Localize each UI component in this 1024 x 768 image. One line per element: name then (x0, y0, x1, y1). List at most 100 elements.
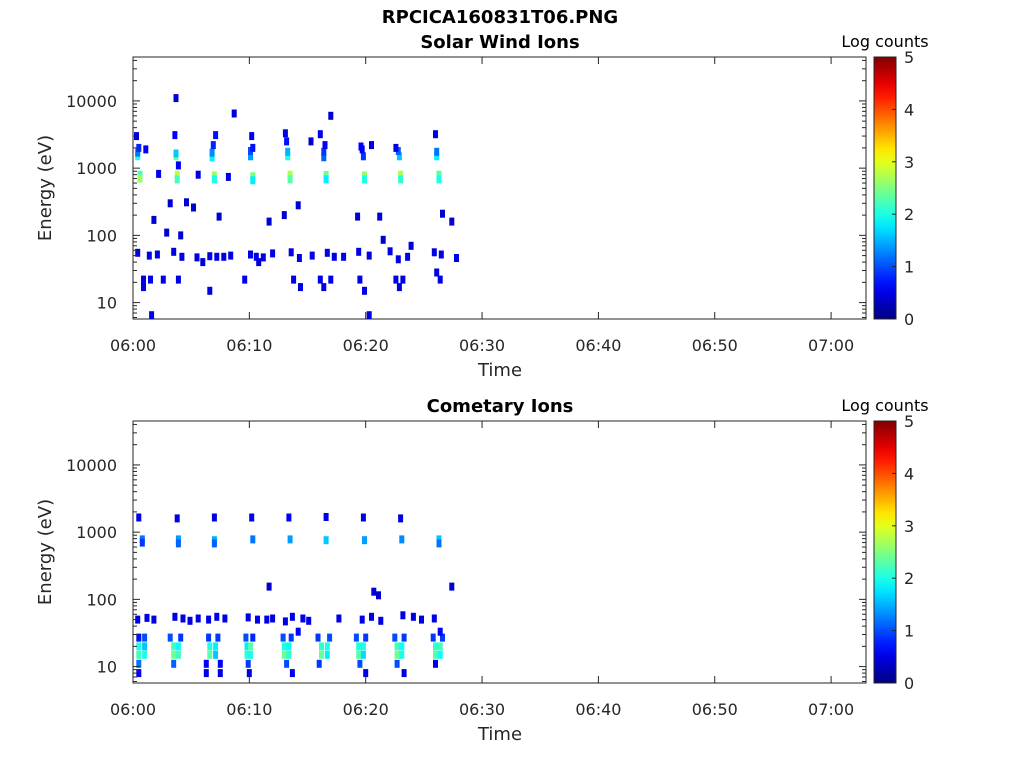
y-tick-label: 10000 (66, 456, 117, 475)
y-tick-label: 100 (86, 590, 117, 609)
spectrogram-cell (207, 286, 213, 295)
spectrogram-cell (175, 539, 181, 548)
spectrogram-cell (248, 250, 253, 259)
x-tick-label: 06:20 (343, 336, 389, 355)
spectrogram-cell (434, 268, 440, 277)
spectrogram-cell (172, 131, 178, 140)
spectrogram-cell (289, 612, 295, 621)
spectrogram-cell (281, 642, 287, 651)
spectrogram-cell (253, 252, 259, 261)
spectrogram-cell (244, 650, 250, 659)
spectrogram-cell (151, 215, 157, 224)
colorbar-tick-label: 1 (904, 258, 914, 277)
spectrogram-cell (207, 642, 213, 651)
spectrogram-cell (324, 642, 330, 651)
spectrogram-cell (244, 642, 250, 651)
spectrogram-cell (362, 536, 367, 545)
spectrogram-cell (287, 175, 293, 184)
spectrogram-cell (264, 615, 270, 624)
spectrogram-cell (282, 617, 288, 626)
colorbar-label: Log counts (841, 32, 928, 51)
spectrogram-cell (148, 275, 153, 284)
spectrogram-cell (206, 615, 212, 624)
spectrogram-cell (433, 650, 438, 659)
x-tick-label: 06:20 (343, 700, 389, 719)
spectrogram-cell (217, 669, 223, 678)
spectrogram-cell (394, 659, 400, 668)
spectrogram-cell (178, 231, 184, 240)
spectrogram-cell (363, 633, 369, 642)
spectrogram-cell (143, 145, 149, 154)
colorbar-tick-label: 3 (904, 153, 914, 172)
x-tick-label: 06:40 (575, 336, 621, 355)
colorbar-tick-label: 4 (904, 100, 914, 119)
spectrogram-cell (395, 255, 401, 264)
spectrogram-cell (360, 513, 366, 522)
spectrogram-cell (171, 659, 177, 668)
spectrogram-cell (284, 137, 290, 146)
spectrogram-cell (255, 615, 260, 624)
panel-title: Cometary Ions (427, 396, 574, 417)
spectrogram-cell (266, 582, 272, 591)
spectrogram-cell (291, 275, 297, 284)
colorbar-tick-label: 2 (904, 569, 914, 588)
spectrogram-cell (341, 252, 347, 261)
spectrogram-cell (398, 175, 404, 184)
y-tick-label: 1000 (76, 523, 117, 542)
spectrogram-cell (327, 633, 333, 642)
spectrogram-cell (187, 616, 193, 625)
spectrogram-cell (203, 659, 209, 668)
spectrogram-cell (378, 616, 384, 625)
spectrogram-cell (136, 650, 142, 659)
spectrogram-cell (284, 659, 290, 668)
plot-area (132, 56, 867, 320)
spectrogram-cell (401, 633, 407, 642)
spectrogram-cell (288, 633, 294, 642)
x-tick-label: 06:30 (459, 336, 505, 355)
spectrogram-cell (353, 633, 359, 642)
spectrogram-cell (295, 627, 301, 636)
spectrogram-cell (246, 669, 252, 678)
spectrogram-cell (380, 235, 386, 244)
spectrogram-cell (281, 211, 287, 220)
spectrogram-cell (405, 252, 411, 261)
spectrogram-cell (357, 659, 363, 668)
spectrogram-cell (231, 109, 237, 118)
x-tick-label: 06:50 (692, 336, 738, 355)
spectrogram-cell (437, 642, 443, 651)
spectrogram-cell (174, 170, 180, 179)
spectrogram-cell (225, 172, 231, 181)
spectrogram-cell (321, 283, 327, 292)
spectrogram-cell (434, 147, 440, 156)
spectrogram-cell (206, 633, 212, 642)
spectrogram-cell (433, 659, 438, 668)
spectrogram-cell (209, 148, 215, 157)
spectrogram-cell (431, 248, 437, 257)
spectrogram-cell (173, 94, 179, 103)
spectrogram-cell (323, 536, 329, 545)
colorbar-tick-label: 1 (904, 622, 914, 641)
spectrogram-cell (362, 175, 367, 184)
spectrogram-cell (171, 650, 177, 659)
spectrogram-cell (194, 253, 200, 262)
colorbar-tick-label: 2 (904, 205, 914, 224)
spectrogram-cell (195, 170, 201, 179)
y-axis-label: Energy (eV) (35, 135, 56, 241)
spectrogram-cell (328, 275, 334, 284)
spectrogram-cell (209, 153, 215, 162)
spectrogram-cell (360, 650, 366, 659)
spectrogram-cell (394, 642, 400, 651)
spectrogram-cell (167, 633, 173, 642)
spectrogram-cell (436, 170, 442, 179)
spectrogram-cell (248, 650, 253, 659)
spectrogram-cell (200, 258, 206, 267)
spectrogram-cell (270, 249, 276, 258)
spectrogram-cell (207, 252, 213, 261)
spectrogram-cell (288, 248, 294, 257)
spectrogram-cell (211, 513, 217, 522)
spectrogram-cell (287, 535, 293, 544)
colorbar-tick-label: 4 (904, 464, 914, 483)
spectrogram-cell (366, 251, 372, 260)
x-axis-label: Time (477, 360, 522, 381)
